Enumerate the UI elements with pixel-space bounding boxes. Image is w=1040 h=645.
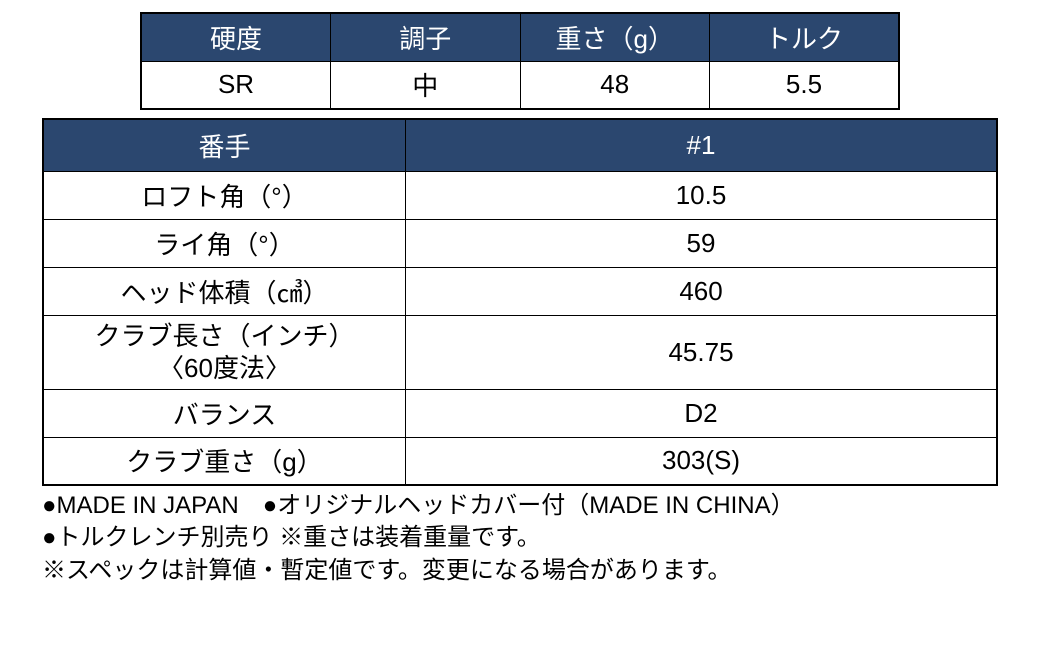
t2-row-headvol-label: ヘッド体積（㎤）	[43, 267, 406, 315]
t2-row-loft-label: ロフト角（°）	[43, 171, 406, 219]
t1-cell-hardness: SR	[141, 61, 331, 109]
t2-header-label: 番手	[43, 119, 406, 171]
club-spec-table: 番手 #1 ロフト角（°） 10.5 ライ角（°） 59 ヘッド体積（㎤） 46…	[42, 118, 998, 486]
t2-row-clubweight-value: 303(S)	[406, 437, 997, 485]
t2-row-length-value: 45.75	[406, 315, 997, 389]
t2-header-value: #1	[406, 119, 997, 171]
t2-row-lie-label: ライ角（°）	[43, 219, 406, 267]
shaft-spec-table: 硬度 調子 重さ（g） トルク SR 中 48 5.5	[140, 12, 900, 110]
t2-row-headvol-value: 460	[406, 267, 997, 315]
t1-cell-weight: 48	[520, 61, 710, 109]
t1-header-weight: 重さ（g）	[520, 13, 710, 61]
t2-row-lie-value: 59	[406, 219, 997, 267]
t1-header-kickpoint: 調子	[331, 13, 521, 61]
t2-row-balance-label: バランス	[43, 389, 406, 437]
t1-header-hardness: 硬度	[141, 13, 331, 61]
footnotes: ●MADE IN JAPAN ●オリジナルヘッドカバー付（MADE IN CHI…	[42, 490, 998, 587]
t1-cell-torque: 5.5	[710, 61, 900, 109]
t2-row-clubweight-label: クラブ重さ（g）	[43, 437, 406, 485]
t1-cell-kickpoint: 中	[331, 61, 521, 109]
footnote-line2: ●トルクレンチ別売り ※重さは装着重量です。	[42, 522, 998, 554]
t1-header-torque: トルク	[710, 13, 900, 61]
t2-row-length-label: クラブ長さ（インチ）〈60度法〉	[43, 315, 406, 389]
t2-row-balance-value: D2	[406, 389, 997, 437]
footnote-line1: ●MADE IN JAPAN ●オリジナルヘッドカバー付（MADE IN CHI…	[42, 490, 998, 522]
t2-row-loft-value: 10.5	[406, 171, 997, 219]
footnote-line3: ※スペックは計算値・暫定値です。変更になる場合があります。	[42, 555, 998, 587]
